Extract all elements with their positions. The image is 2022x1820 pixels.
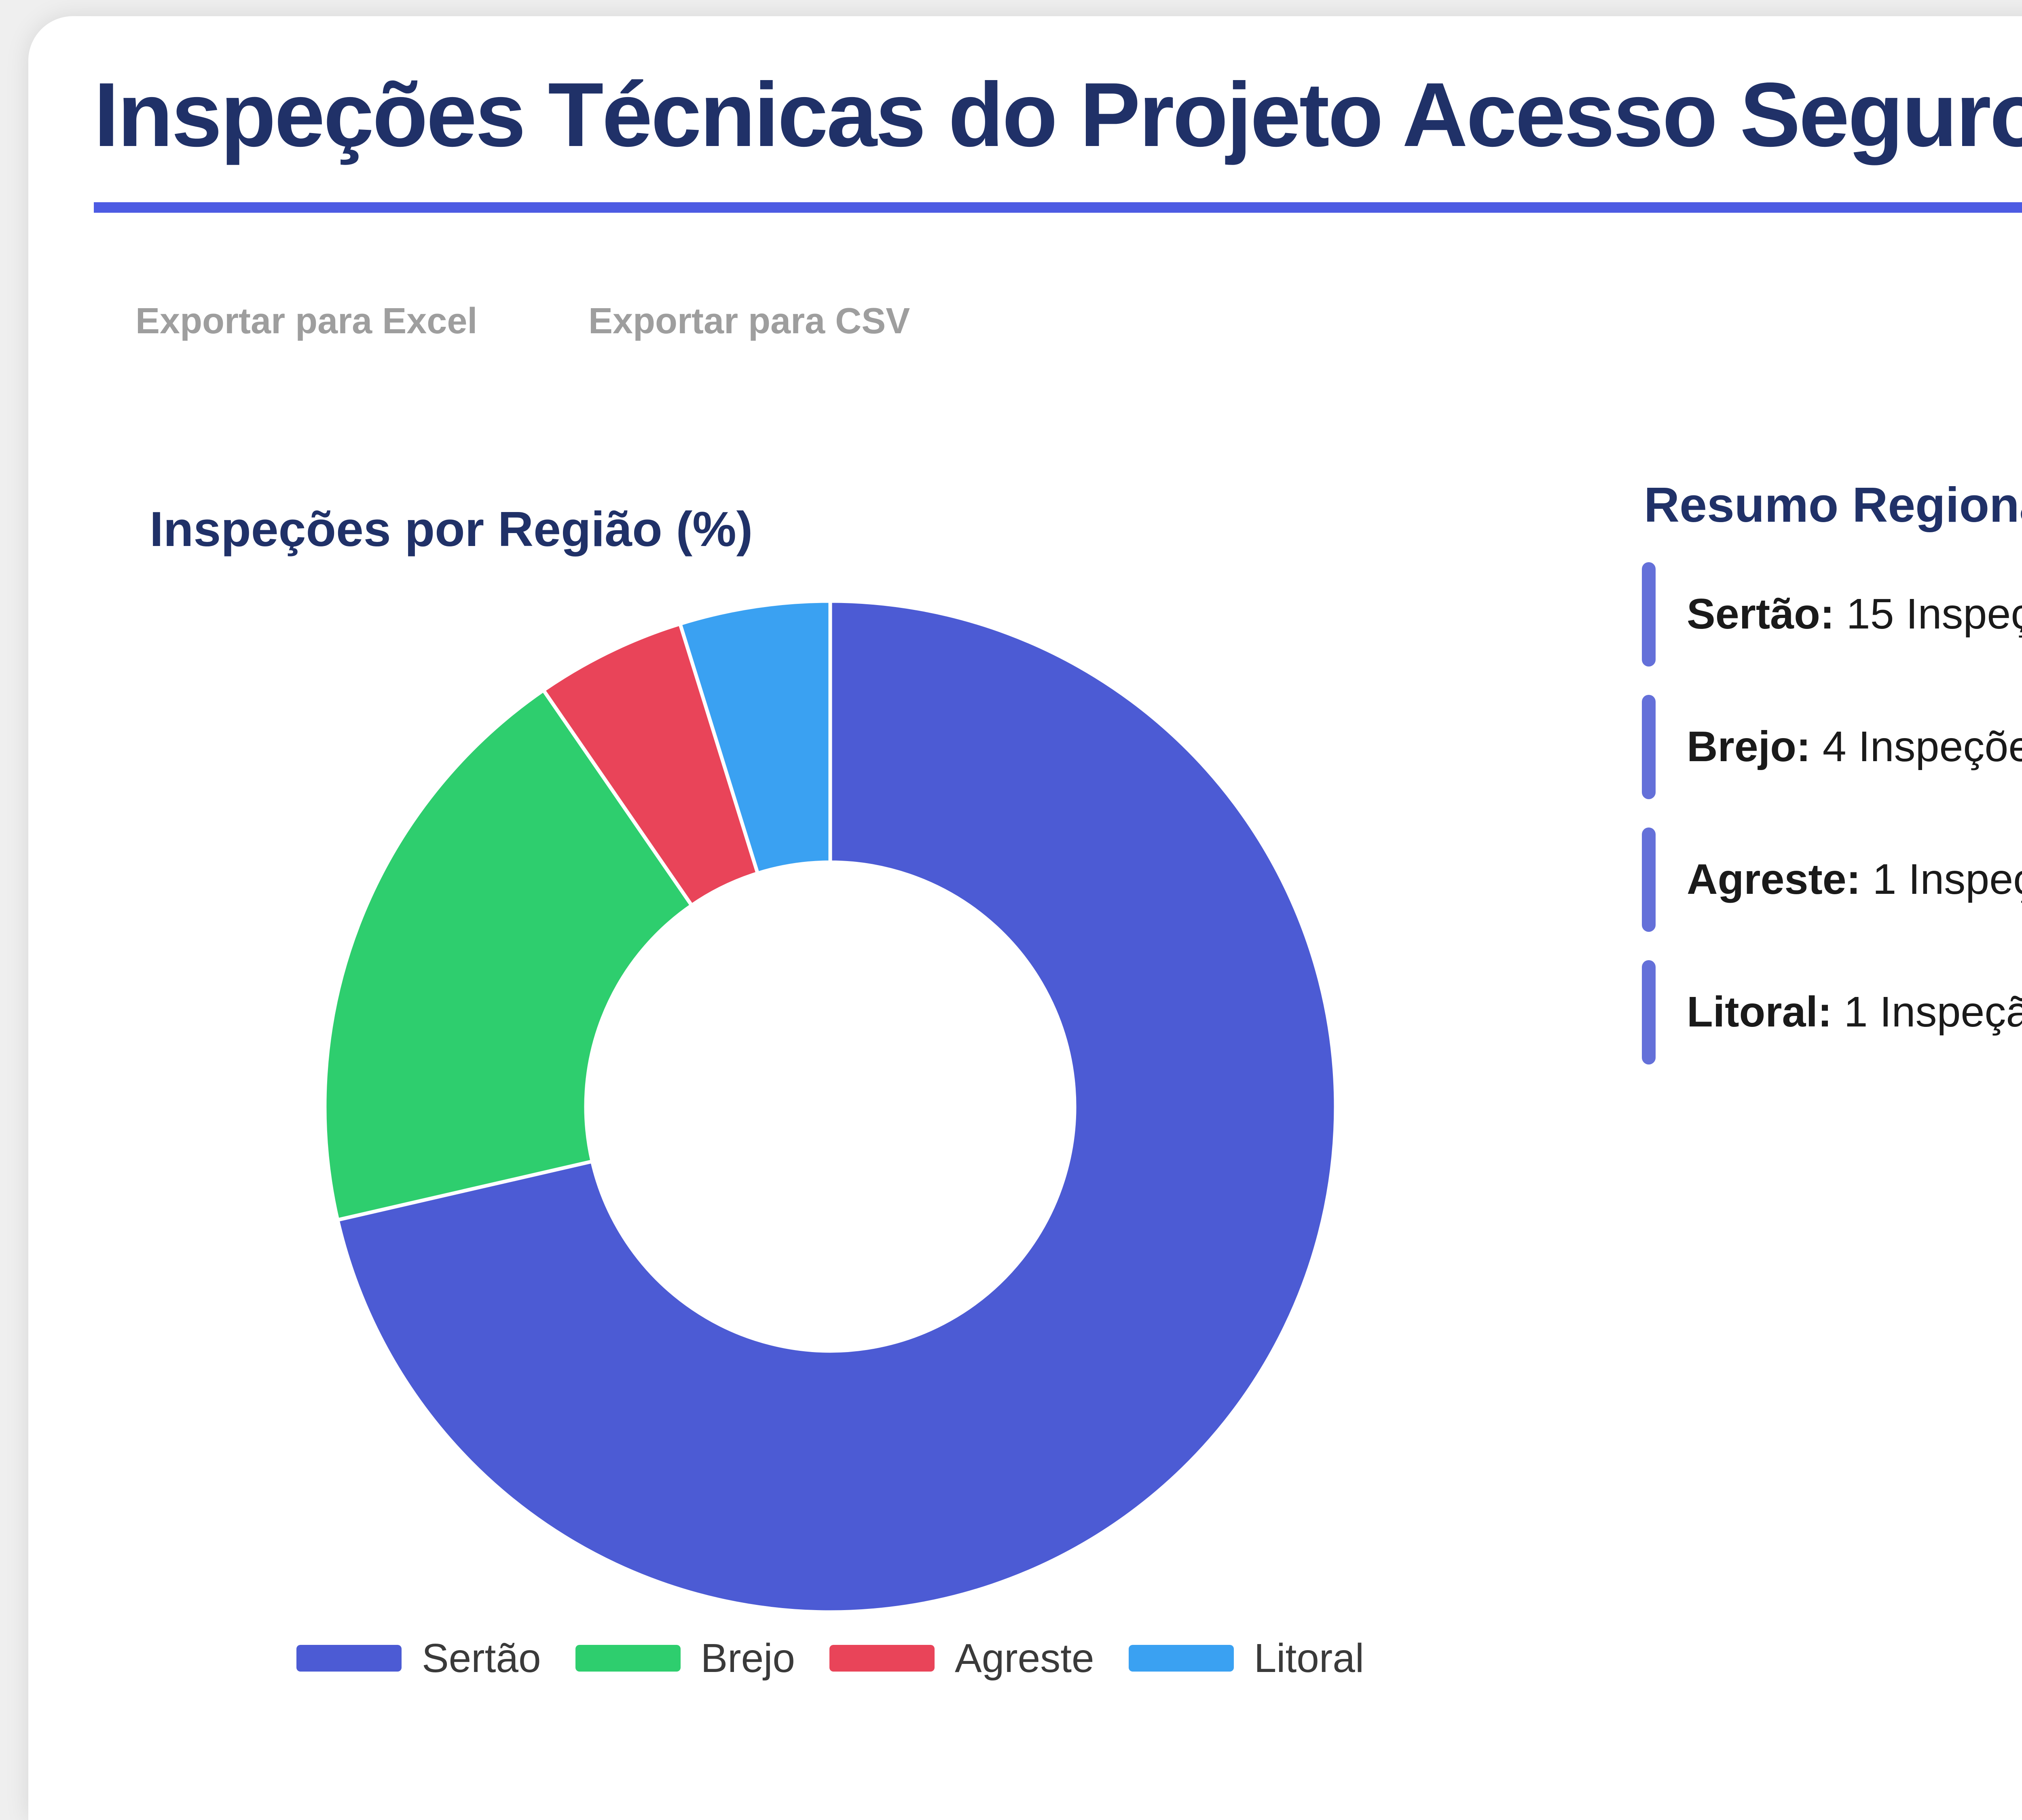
summary-accent-bar [1642, 562, 1656, 667]
legend-label: Sertão [421, 1635, 541, 1681]
summary-accent-bar [1642, 827, 1656, 932]
summary-accent-bar [1642, 695, 1656, 799]
legend-item-1[interactable]: Brejo [575, 1634, 795, 1682]
donut-slice-brejo[interactable] [323, 688, 694, 1222]
legend-item-2[interactable]: Agreste [829, 1634, 1094, 1682]
summary-item-text: Litoral: 1 Inspeção (4,8%) [1687, 986, 2022, 1038]
summary-item-text: Agreste: 1 Inspeção (4,8%) [1687, 854, 2022, 905]
summary-item-region: Brejo: [1687, 723, 1811, 771]
title-underline [94, 202, 2022, 213]
summary-item-1: Brejo: 4 Inspeções (19,0%) [1642, 695, 2022, 799]
export-csv-button[interactable]: Exportar para CSV [588, 299, 910, 343]
legend-item-3[interactable]: Litoral [1128, 1634, 1364, 1682]
donut-slice-litoral[interactable] [678, 599, 832, 876]
summary-item-region: Agreste: [1687, 855, 1861, 904]
summary-title: Resumo Regional [1644, 477, 2022, 532]
legend-swatch [296, 1645, 402, 1672]
legend-label: Litoral [1254, 1635, 1364, 1681]
donut-slice-sertao[interactable] [335, 599, 1338, 1614]
legend-label: Agreste [955, 1635, 1094, 1681]
summary-item-value: 1 Inspeção (4,8%) [1844, 988, 2022, 1036]
legend-label: Brejo [700, 1635, 795, 1681]
summary-item-region: Litoral: [1687, 988, 1832, 1036]
summary-item-2: Agreste: 1 Inspeção (4,8%) [1642, 827, 2022, 932]
chart-title: Inspeções por Região (%) [150, 502, 753, 557]
summary-list: Sertão: 15 Inspeções (71,4%) Brejo: 4 Ins… [1642, 562, 2022, 1093]
page-title: Inspeções Técnicas do Projeto Acesso Seg… [94, 63, 2022, 165]
legend-swatch [1128, 1645, 1234, 1672]
summary-item-0: Sertão: 15 Inspeções (71,4%) [1642, 562, 2022, 667]
summary-item-region: Sertão: [1687, 590, 1835, 638]
legend-swatch [829, 1645, 935, 1672]
summary-item-3: Litoral: 1 Inspeção (4,8%) [1642, 960, 2022, 1064]
summary-item-text: Brejo: 4 Inspeções (19,0%) [1687, 721, 2022, 772]
legend-item-0[interactable]: Sertão [296, 1634, 541, 1682]
summary-item-value: 1 Inspeção (4,8%) [1872, 855, 2022, 904]
export-excel-button[interactable]: Exportar para Excel [135, 299, 477, 343]
summary-item-value: 15 Inspeções (71,4%) [1846, 590, 2022, 638]
donut-chart [321, 597, 1340, 1616]
legend-swatch [575, 1645, 681, 1672]
summary-item-text: Sertão: 15 Inspeções (71,4%) [1687, 588, 2022, 640]
summary-accent-bar [1642, 960, 1656, 1064]
summary-item-value: 4 Inspeções (19,0%) [1822, 723, 2022, 771]
chart-legend: Sertão Brejo Agreste Litoral [296, 1634, 1364, 1682]
